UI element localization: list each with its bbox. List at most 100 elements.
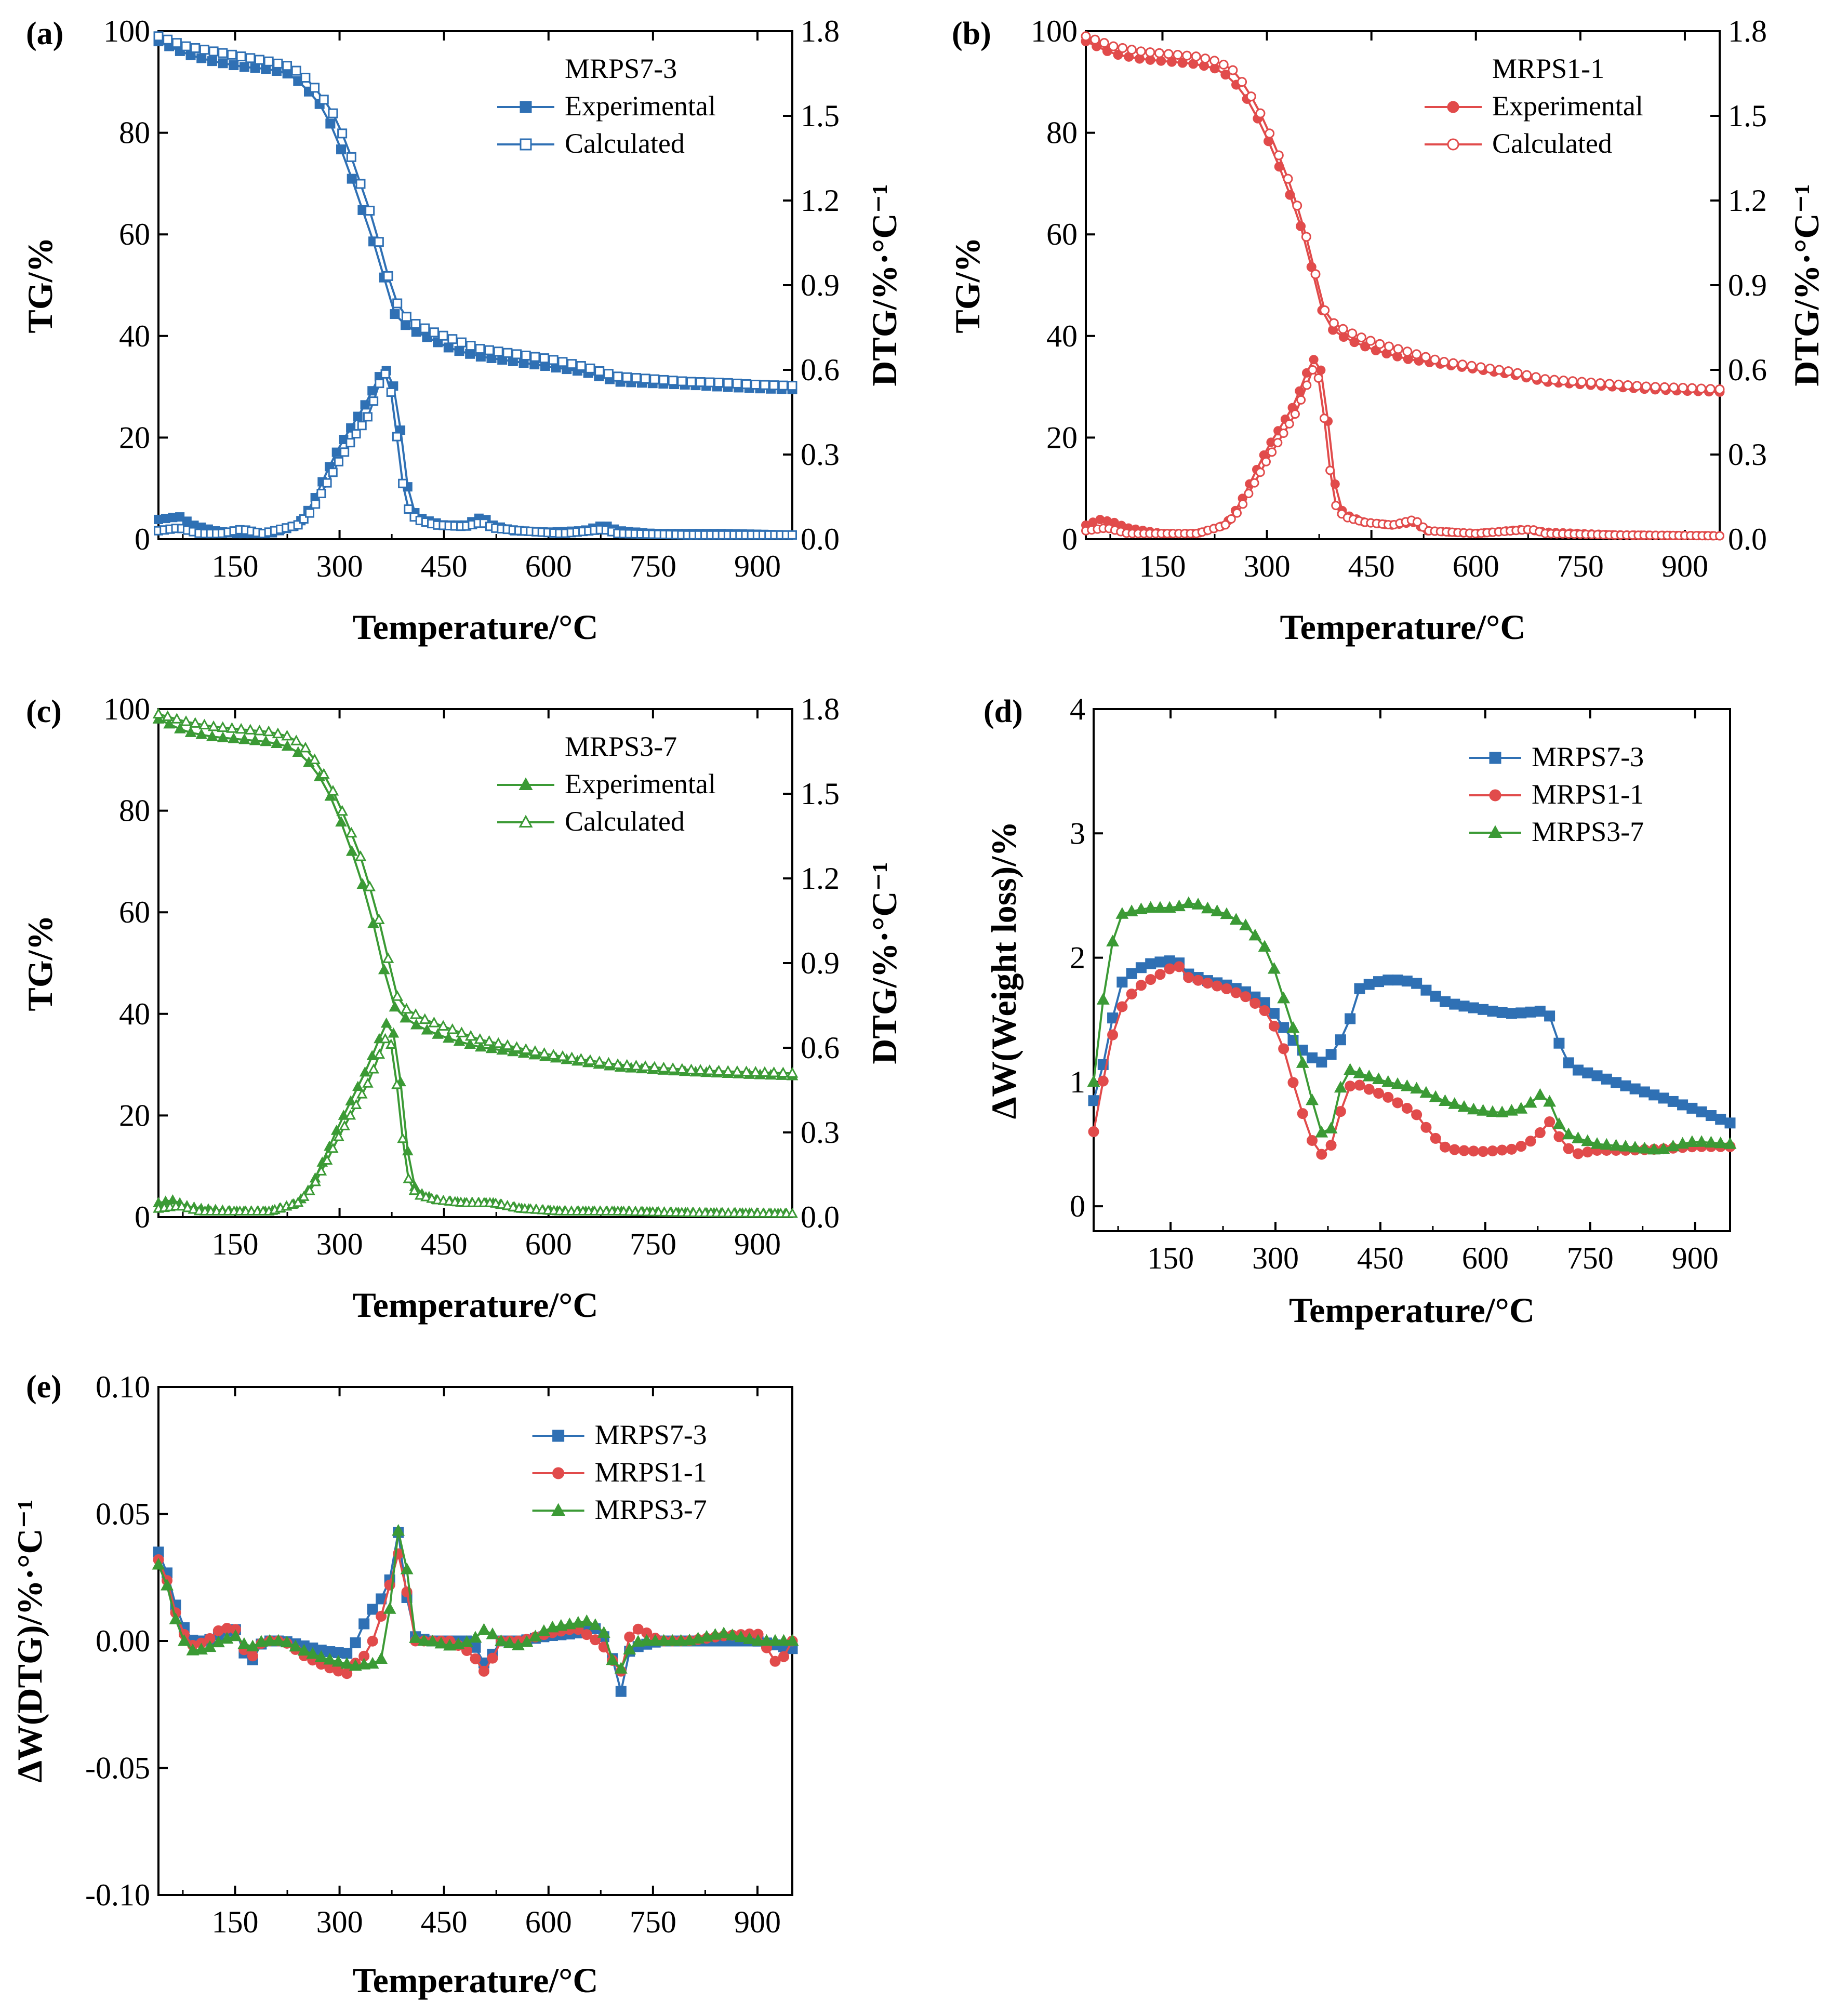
y-tick-label: 1	[1070, 1065, 1085, 1099]
panel-c: 150 300 450 600 750 900 0 20 40 60 80 100 (c) Tempera…	[20, 692, 904, 1325]
series-MRPS3-7-point	[1676, 1137, 1690, 1149]
series-MRPS3-7-point	[1182, 896, 1195, 909]
x-tick-label: 300	[316, 549, 363, 583]
tg-calculated-point	[567, 359, 577, 369]
tg-experimental-point	[238, 733, 250, 744]
series-MRPS1-1-point	[1478, 1146, 1489, 1157]
tg-calculated-point	[346, 152, 356, 162]
x-tick-label: 600	[525, 549, 572, 583]
tg-calculated-point	[290, 735, 302, 745]
tg-calculated-point	[621, 1059, 633, 1070]
series-MRPS3-7-point	[1666, 1139, 1680, 1152]
tg-calculated-point	[1328, 318, 1339, 328]
y-tick-label: 60	[119, 217, 150, 251]
series-MRPS7-3-point	[1145, 958, 1156, 969]
series-MRPS3-7-point	[1125, 904, 1138, 916]
series-MRPS3-7-point	[1163, 901, 1176, 913]
series-MRPS3-7-point	[631, 1635, 645, 1647]
tg-calculated-point	[539, 353, 550, 364]
series-MRPS3-7-point	[1258, 940, 1271, 952]
tg-calculated-point	[218, 48, 228, 58]
tg-calculated-point	[548, 355, 559, 365]
dtg-calculated-point	[356, 1088, 368, 1099]
series-MRPS1-1-point	[769, 1656, 781, 1667]
tg-calculated-point	[1265, 128, 1275, 139]
tg-calculated-point	[1338, 324, 1348, 334]
x-tick-label: 300	[1252, 1241, 1299, 1275]
series-MRPS1-1-point	[1506, 1143, 1517, 1155]
series-MRPS7-3-point	[350, 1637, 361, 1649]
tg-calculated-point	[694, 1064, 707, 1075]
series-MRPS7-3-point	[1715, 1114, 1726, 1125]
x-axis-title: Temperature/°C	[353, 1960, 599, 2000]
series-MRPS3-7-point	[1628, 1140, 1642, 1153]
tg-calculated-point	[1531, 372, 1541, 382]
legend-label: MRPS1-1	[595, 1457, 707, 1488]
tg-calculated-point	[1586, 377, 1596, 388]
tg-calculated-point	[383, 271, 393, 281]
series-MRPS3-7-point	[760, 1634, 773, 1646]
tg-calculated-point	[594, 366, 605, 376]
series-MRPS3-7-point	[1229, 913, 1243, 925]
tg-calculated-point	[263, 56, 274, 66]
series-MRPS3-7-point	[1211, 904, 1224, 916]
series-MRPS3-7-point	[1543, 1095, 1557, 1107]
y2-tick-label: 0.3	[801, 437, 840, 472]
dtg-calculated-point	[496, 1198, 508, 1209]
tg-calculated-point	[262, 725, 275, 737]
tg-experimental-point	[345, 845, 358, 856]
x-axis-title: Temperature/°C	[353, 607, 599, 647]
series-MRPS1-1-point	[1458, 1145, 1470, 1156]
dtg-calculated-point	[420, 1191, 432, 1202]
series-MRPS7-3-point	[1335, 1034, 1346, 1046]
tg-calculated-point	[327, 784, 339, 796]
series-MRPS7-3-point	[1135, 962, 1147, 973]
series-MRPS1-1-point	[1145, 974, 1156, 985]
x-tick-label: 750	[630, 549, 676, 583]
series-MRPS7-3-point	[1468, 1002, 1479, 1013]
series-MRPS7-3-point	[1648, 1089, 1660, 1101]
series-MRPS3-7-point	[546, 1620, 559, 1633]
series-MRPS1-1-point	[1439, 1141, 1451, 1153]
tg-calculated-point	[593, 1056, 606, 1066]
dtg-calculated-point	[322, 478, 332, 488]
series-MRPS3-7-point	[272, 1634, 285, 1646]
x-tick-label: 900	[734, 1905, 781, 1939]
tg-calculated-point	[1228, 65, 1238, 75]
tg-calculated-point	[437, 1020, 449, 1031]
x-tick-label: 150	[1139, 549, 1186, 583]
tg-calculated-point	[1099, 38, 1109, 48]
series-MRPS3-7-point	[477, 1623, 490, 1635]
series-MRPS1-1-point	[1174, 961, 1185, 972]
tg-calculated-point	[1687, 383, 1697, 393]
series-MRPS3-7-point	[1410, 1082, 1424, 1094]
y-tick-label: 60	[1046, 217, 1078, 251]
dtg-calculated-point	[327, 1142, 339, 1153]
x-tick-label: 150	[211, 1905, 258, 1939]
series-MRPS3-7-point	[1400, 1079, 1414, 1091]
series-MRPS1-1-point	[1307, 1135, 1318, 1146]
dtg-calculated-point	[368, 1063, 379, 1074]
tg-calculated-point	[1641, 381, 1652, 392]
series-MRPS1-1-point	[1116, 1001, 1128, 1012]
series-MRPS1-1-point	[1496, 1144, 1508, 1156]
tg-calculated-point	[1126, 45, 1137, 55]
series-MRPS3-7-point	[1353, 1066, 1366, 1078]
series-MRPS3-7-point	[1467, 1102, 1480, 1115]
series-MRPS3-7-point	[1419, 1086, 1433, 1098]
dtg-calculated-point	[414, 1189, 426, 1200]
tg-calculated-point	[466, 341, 476, 351]
series-MRPS3-7-point	[1552, 1117, 1566, 1129]
tg-calculated-point	[1485, 363, 1495, 373]
series-MRPS3-7-point	[1657, 1142, 1670, 1154]
series-MRPS1-1-point	[1135, 980, 1147, 991]
series-MRPS3-7-point	[563, 1617, 576, 1630]
dtg-calculated-point	[374, 1048, 385, 1059]
dtg-calculated-point	[1226, 514, 1236, 524]
tg-calculated-point	[1669, 382, 1679, 393]
series-MRPS3-7-point	[528, 1630, 542, 1642]
legend-label: Experimental	[565, 90, 716, 122]
series-MRPS3-7-point	[1647, 1142, 1661, 1155]
tg-calculated-point	[254, 55, 264, 65]
y-tick-label: 4	[1070, 692, 1085, 726]
